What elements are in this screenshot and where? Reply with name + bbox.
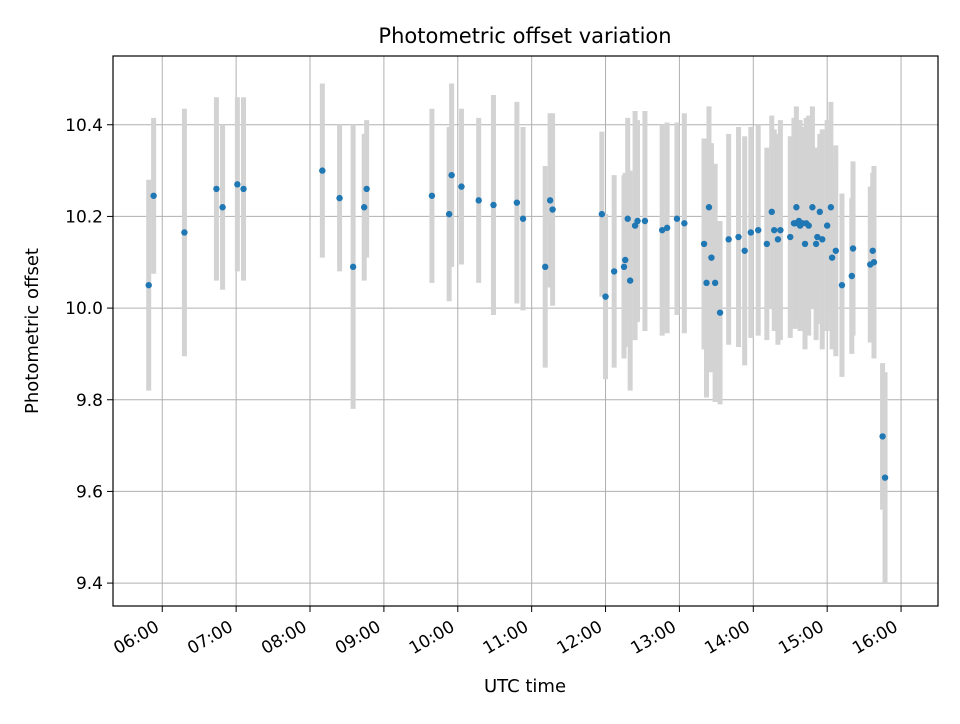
- y-tick-label: 9.6: [76, 482, 103, 502]
- data-point: [663, 224, 671, 232]
- data-point: [787, 233, 794, 241]
- data-point: [705, 204, 713, 211]
- data-point: [849, 245, 857, 252]
- data-point: [708, 254, 715, 261]
- plot-frame: [112, 55, 939, 607]
- data-point: [870, 259, 878, 266]
- data-point: [542, 263, 549, 271]
- data-point: [448, 171, 455, 179]
- y-tick-label: 9.8: [76, 391, 103, 411]
- data-point: [805, 222, 812, 229]
- y-tick-label: 10.4: [65, 116, 103, 136]
- data-point: [819, 236, 826, 243]
- data-point: [735, 233, 742, 241]
- data-point: [620, 263, 628, 271]
- data-point: [490, 201, 497, 209]
- y-axis-label: Photometric offset: [22, 248, 43, 414]
- data-point: [549, 206, 556, 213]
- data-point: [219, 204, 226, 211]
- data-point: [700, 240, 708, 248]
- data-point: [360, 204, 368, 211]
- data-point: [240, 185, 247, 193]
- data-points: [145, 167, 889, 481]
- data-point: [838, 281, 846, 289]
- data-point: [349, 263, 357, 271]
- data-point: [624, 215, 631, 222]
- y-tick-label: 9.4: [76, 574, 103, 594]
- data-point: [546, 197, 554, 204]
- data-point: [823, 222, 831, 229]
- data-point: [869, 247, 876, 254]
- data-point: [681, 220, 688, 227]
- data-point: [774, 236, 782, 243]
- data-point: [626, 277, 634, 284]
- data-point: [827, 204, 835, 211]
- data-point: [832, 247, 839, 254]
- y-tick-label: 10.0: [65, 299, 103, 319]
- data-point: [319, 167, 326, 174]
- data-point: [145, 281, 152, 289]
- data-point: [812, 240, 820, 248]
- data-point: [181, 229, 188, 236]
- data-point: [363, 185, 370, 193]
- data-point: [610, 268, 618, 275]
- data-point: [213, 185, 220, 193]
- data-point: [771, 226, 778, 234]
- x-axis-label: UTC time: [484, 676, 566, 697]
- data-point: [725, 236, 732, 243]
- data-point: [622, 256, 629, 264]
- y-tick-label: 10.2: [65, 207, 103, 227]
- data-point: [634, 217, 641, 225]
- data-point: [814, 233, 821, 241]
- data-point: [801, 240, 809, 248]
- data-point: [336, 194, 343, 202]
- data-point: [848, 272, 856, 280]
- data-point: [816, 208, 823, 216]
- data-point: [519, 215, 527, 222]
- data-point: [828, 254, 836, 261]
- data-point: [879, 433, 886, 440]
- gridlines: [113, 56, 938, 606]
- data-point: [755, 226, 762, 234]
- data-point: [763, 240, 771, 248]
- data-point: [428, 192, 436, 199]
- data-point: [513, 199, 521, 206]
- data-point: [793, 204, 800, 211]
- data-point: [673, 215, 681, 222]
- data-point: [711, 279, 719, 287]
- chart-title: Photometric offset variation: [378, 24, 671, 48]
- data-point: [458, 183, 465, 190]
- y-axis: 9.4 9.6 9.8 10.0 10.2 10.4: [65, 116, 113, 594]
- data-point: [881, 474, 889, 481]
- data-point: [777, 226, 784, 234]
- data-point: [747, 229, 755, 236]
- data-point: [475, 197, 482, 204]
- data-point: [641, 217, 649, 225]
- data-point: [602, 293, 609, 300]
- data-point: [234, 181, 241, 188]
- data-point: [445, 210, 453, 218]
- data-point: [598, 210, 606, 218]
- data-point: [703, 279, 710, 287]
- data-point: [150, 192, 157, 199]
- data-point: [768, 208, 775, 216]
- data-point: [741, 247, 748, 254]
- data-point: [809, 204, 816, 211]
- data-point: [716, 309, 724, 316]
- data-point: [658, 226, 666, 234]
